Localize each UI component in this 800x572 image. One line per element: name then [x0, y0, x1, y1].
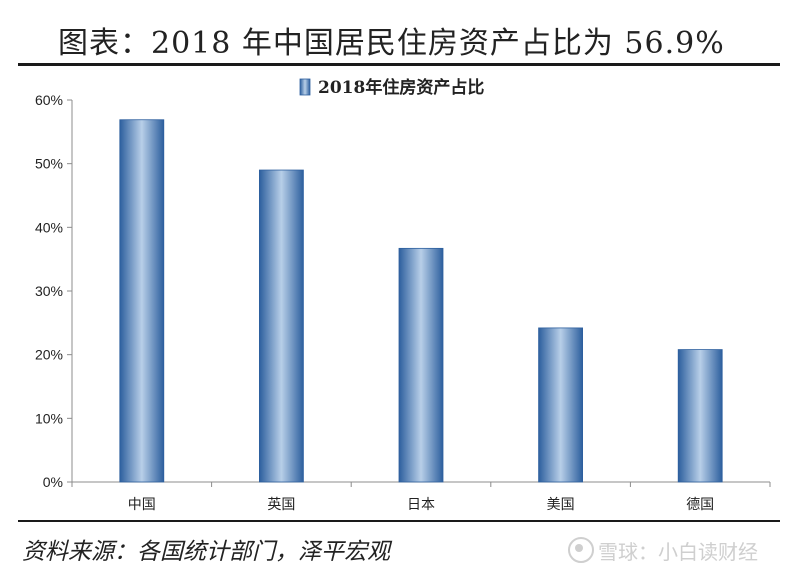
bar [677, 349, 723, 483]
legend-swatch [299, 78, 311, 96]
y-tick-label: 0% [43, 474, 63, 490]
x-tick-label: 英国 [267, 496, 295, 513]
top-rule [18, 63, 780, 66]
bottom-rule [18, 520, 780, 522]
x-tick-label: 美国 [547, 497, 575, 513]
legend-label: 2018年住房资产占比 [318, 77, 484, 98]
y-axis: 0% 10% 20% 30% 40% 50% 60% [35, 92, 73, 490]
page-title: 图表：2018 年中国居民住房资产占比为 56.9% [58, 26, 725, 61]
x-tick-label: 德国 [686, 497, 714, 513]
bars [119, 119, 723, 483]
source-note: 资料来源：各国统计部门，泽平宏观 [22, 539, 390, 565]
y-tick-label: 20% [35, 347, 63, 363]
legend: 2018年住房资产占比 [299, 77, 484, 98]
bar [258, 169, 304, 483]
x-tick-label: 中国 [128, 497, 156, 513]
y-tick-label: 60% [35, 92, 63, 108]
y-tick-label: 10% [35, 410, 63, 426]
bar [538, 327, 583, 483]
y-tick-label: 30% [35, 283, 63, 299]
x-tick-label: 日本 [407, 497, 435, 513]
watermark-text: 雪球：小白读财经 [598, 540, 758, 564]
x-axis: 中国 英国 日本 美国 德国 [71, 481, 771, 513]
y-tick-label: 50% [35, 156, 63, 172]
snowball-logo-icon [568, 537, 594, 563]
bar [398, 247, 444, 483]
bar [119, 119, 165, 483]
watermark: 雪球：小白读财经 [568, 536, 758, 565]
y-tick-label: 40% [35, 219, 63, 235]
